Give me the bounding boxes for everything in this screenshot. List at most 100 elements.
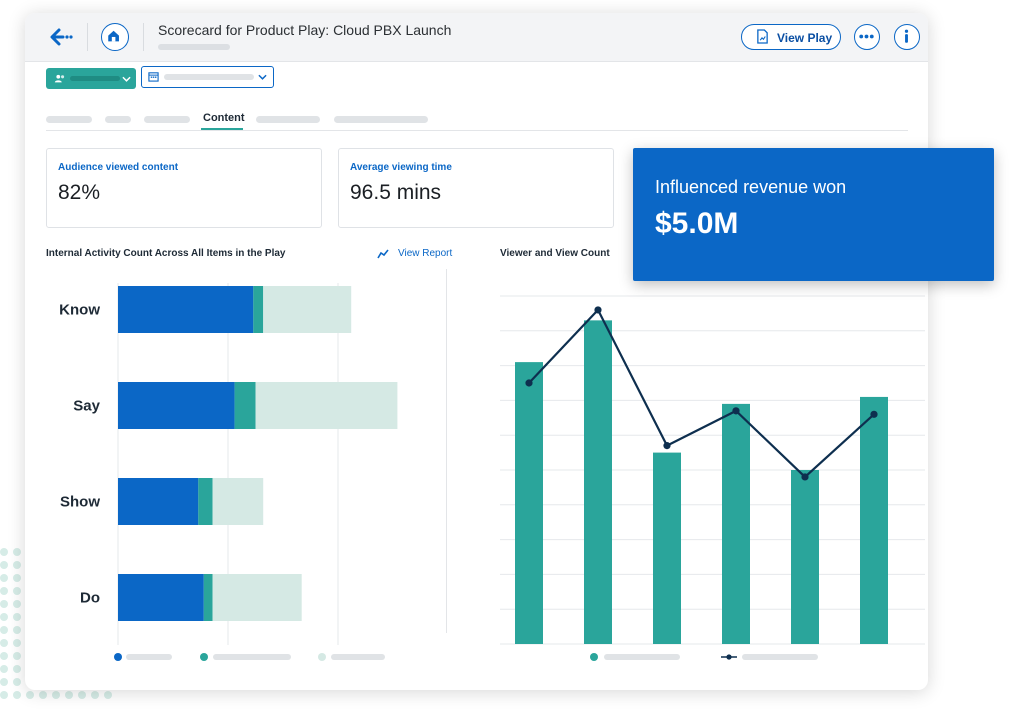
bar-segment	[118, 574, 204, 621]
info-button[interactable]	[894, 24, 920, 50]
bar-segment	[203, 574, 213, 621]
separator	[143, 23, 144, 51]
decorative-dot	[91, 691, 99, 699]
decorative-dot	[65, 691, 73, 699]
stat-label: Audience viewed content	[58, 162, 179, 173]
left-chart-title: Internal Activity Count Across All Items…	[46, 248, 286, 259]
decorative-dot	[0, 548, 8, 556]
decorative-dot	[104, 691, 112, 699]
line-point	[594, 306, 602, 314]
decorative-dot	[0, 587, 8, 595]
chevron-down-icon	[258, 74, 267, 80]
decorative-dot	[13, 548, 21, 556]
line-point	[525, 379, 533, 387]
separator	[87, 23, 88, 51]
decorative-dot	[13, 600, 21, 608]
legend-label-placeholder	[126, 654, 172, 660]
audience-filter-dropdown[interactable]	[46, 68, 136, 89]
viewer-combo-chart	[500, 295, 925, 645]
decorative-dot	[0, 613, 8, 621]
decorative-dot	[13, 561, 21, 569]
tab-placeholder[interactable]	[144, 116, 190, 123]
right-chart-title: Viewer and View Count	[500, 248, 610, 259]
bar-segment	[118, 286, 254, 333]
tab-bar-divider	[46, 130, 908, 131]
chevron-down-icon	[122, 76, 131, 82]
date-filter-dropdown[interactable]	[141, 66, 274, 88]
decorative-dot	[0, 561, 8, 569]
chart-divider	[446, 269, 447, 633]
more-options-button[interactable]	[854, 24, 880, 50]
decorative-dot	[13, 574, 21, 582]
view-report-link[interactable]: View Report	[398, 248, 453, 259]
decorative-dot	[13, 678, 21, 686]
tab-placeholder[interactable]	[334, 116, 428, 123]
decorative-dot	[0, 665, 8, 673]
bar	[860, 396, 888, 644]
stat-value: 82%	[58, 181, 101, 204]
stat-value: 96.5 mins	[350, 181, 442, 204]
tab-content[interactable]: Content	[203, 112, 245, 124]
category-label: Know	[59, 302, 100, 319]
bar	[722, 403, 750, 644]
line-point	[801, 473, 809, 481]
decorative-dot	[13, 626, 21, 634]
bar-segment	[253, 286, 264, 333]
legend-label-placeholder	[213, 654, 291, 660]
legend-swatch	[200, 653, 208, 661]
bar	[653, 452, 681, 644]
page-title: Scorecard for Product Play: Cloud PBX La…	[158, 22, 452, 38]
active-tab-indicator	[201, 128, 243, 130]
legend-swatch	[114, 653, 122, 661]
decorative-dot	[13, 665, 21, 673]
revenue-label: Influenced revenue won	[655, 177, 847, 197]
revenue-value: $5.0M	[655, 207, 739, 240]
decorative-dot	[39, 691, 47, 699]
activity-stacked-bar-chart: Know Say Show Do	[59, 283, 398, 645]
bar-segment	[255, 382, 398, 429]
bar-segment	[212, 478, 264, 525]
bar-segment	[234, 382, 256, 429]
decorative-dot	[0, 691, 8, 699]
decorative-dot	[13, 613, 21, 621]
series-line	[528, 308, 875, 479]
bar-segment	[118, 382, 235, 429]
calendar-icon	[148, 72, 159, 82]
legend-swatch	[318, 653, 326, 661]
group-icon	[54, 74, 65, 83]
document-chart-icon	[757, 29, 768, 44]
category-label: Say	[73, 398, 100, 415]
category-label: Do	[80, 590, 100, 607]
tab-placeholder[interactable]	[105, 116, 131, 123]
home-button[interactable]	[101, 23, 129, 51]
line-point	[732, 407, 740, 415]
legend-label-placeholder	[331, 654, 385, 660]
decorative-dot	[0, 600, 8, 608]
bar	[791, 470, 819, 644]
date-filter-value-placeholder	[164, 74, 254, 80]
home-icon	[108, 30, 119, 42]
bar	[515, 362, 543, 644]
tab-placeholder[interactable]	[46, 116, 92, 123]
decorative-dot	[13, 639, 21, 647]
view-play-button[interactable]: View Play	[741, 24, 841, 50]
legend-line-swatch	[721, 654, 737, 660]
decorative-dot	[13, 652, 21, 660]
stat-label: Average viewing time	[350, 162, 452, 173]
bar	[584, 320, 612, 644]
decorative-dot	[0, 652, 8, 660]
info-icon	[904, 29, 909, 43]
line-point	[663, 442, 671, 450]
subtitle-placeholder	[158, 44, 230, 50]
legend-label-placeholder	[604, 654, 680, 660]
line-point	[870, 410, 878, 418]
trend-line-icon[interactable]	[377, 249, 389, 259]
category-label: Show	[60, 494, 100, 511]
bar-segment	[118, 478, 199, 525]
influenced-revenue-card: Influenced revenue won $5.0M	[633, 148, 994, 281]
tab-placeholder[interactable]	[256, 116, 320, 123]
legend-label-placeholder	[742, 654, 818, 660]
back-arrow-icon[interactable]	[49, 27, 73, 47]
scorecard-window: Scorecard for Product Play: Cloud PBX La…	[25, 13, 928, 690]
audience-filter-value-placeholder	[70, 76, 120, 81]
